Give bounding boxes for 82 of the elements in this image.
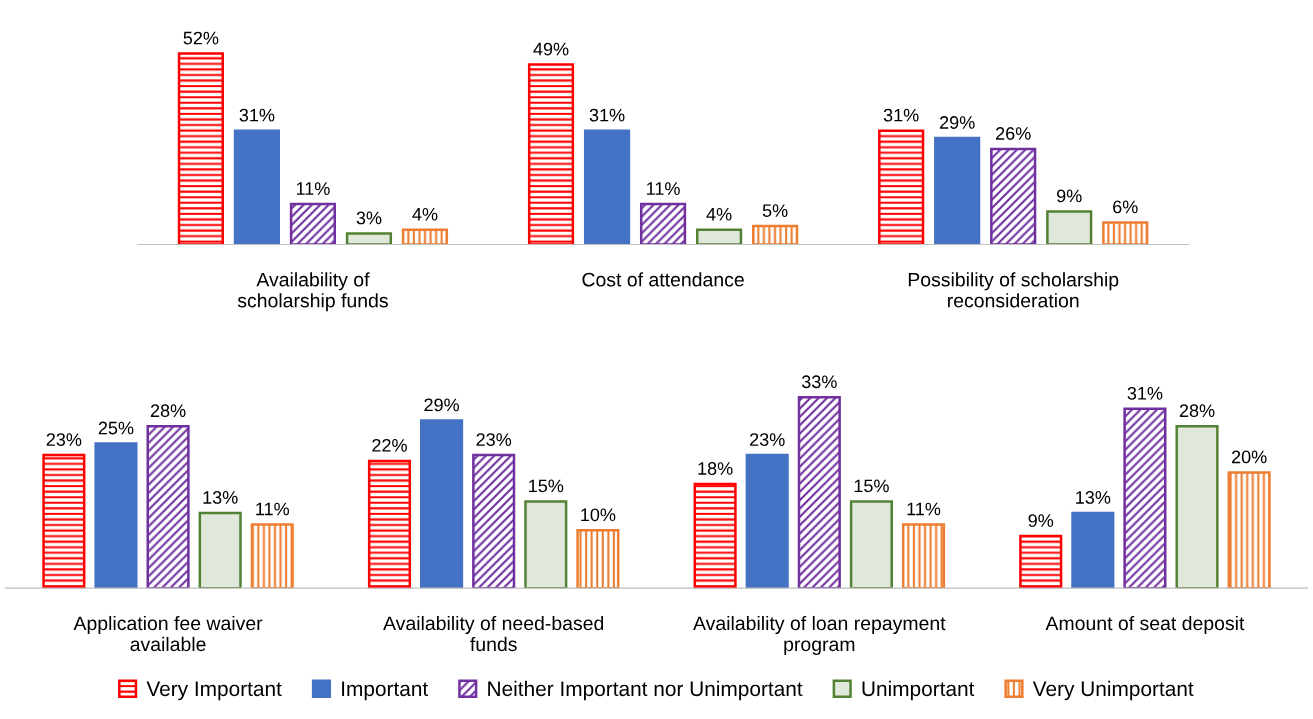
bar (524, 500, 568, 589)
data-label: 28% (150, 404, 186, 418)
bar (1071, 511, 1115, 589)
data-label: 10% (581, 508, 616, 522)
bar (345, 232, 393, 245)
bar (401, 228, 449, 245)
data-label: 25% (98, 421, 134, 435)
data-label: 13% (203, 491, 238, 504)
bar (745, 453, 789, 589)
x-tick-label: Possibility of scholarship reconsideration (908, 272, 1119, 308)
data-label: 11% (647, 182, 680, 195)
data-label: 33% (801, 375, 837, 389)
bar (901, 523, 946, 589)
data-label: 15% (529, 479, 564, 493)
bar (693, 482, 737, 589)
data-label: 29% (424, 398, 460, 412)
data-label: 3% (356, 211, 382, 225)
data-label: 15% (854, 479, 889, 493)
bar (1175, 424, 1219, 589)
data-label: 29% (940, 116, 975, 129)
legend-label: Very Important (146, 681, 282, 701)
bar (797, 396, 841, 589)
data-label: 26% (996, 127, 1031, 140)
bar (1019, 534, 1063, 589)
data-label: 5% (762, 204, 788, 217)
data-label: 9% (1028, 514, 1054, 527)
bar (527, 63, 575, 245)
data-label: 23% (750, 433, 785, 446)
data-label: 23% (46, 433, 82, 446)
bar (177, 52, 224, 245)
data-label: 23% (476, 433, 512, 446)
bar (250, 523, 294, 589)
bar (198, 511, 242, 589)
data-label: 11% (296, 182, 330, 195)
data-label: 11% (256, 502, 290, 516)
bar (576, 529, 620, 589)
data-label: 31% (883, 108, 919, 122)
bar (367, 459, 412, 589)
bar (289, 202, 337, 245)
x-tick-label: Availability of loan repayment program (693, 615, 946, 655)
x-tick-label: Cost of attendance (582, 272, 744, 287)
data-label: 11% (907, 502, 941, 516)
data-label: 13% (1076, 491, 1111, 504)
bar (472, 453, 516, 589)
data-label: 22% (372, 438, 407, 452)
data-label: 28% (1179, 404, 1215, 418)
bar (695, 228, 743, 245)
data-label: 49% (533, 42, 569, 56)
data-label: 4% (706, 207, 732, 221)
data-label: 20% (1231, 450, 1267, 464)
data-label: 31% (239, 108, 275, 122)
bar (1046, 210, 1093, 245)
bar (1102, 221, 1149, 245)
data-label: 52% (183, 31, 219, 45)
bar (146, 424, 190, 589)
bar (639, 202, 687, 245)
bar (849, 500, 893, 589)
bar (583, 129, 631, 245)
bar (420, 419, 464, 589)
bar (752, 224, 799, 245)
data-label: 31% (589, 108, 625, 122)
bar (94, 442, 138, 589)
bar (233, 129, 281, 245)
legend-label: Important (342, 681, 429, 701)
x-tick-label: Availability of scholarship funds (237, 272, 388, 312)
bar (990, 147, 1037, 245)
bar (42, 453, 86, 589)
bar (934, 136, 981, 245)
legend-label: Very Unimportant (1032, 680, 1194, 701)
bar (1227, 471, 1271, 589)
data-label: 31% (1127, 386, 1163, 400)
bar (878, 129, 925, 245)
data-label: 4% (412, 207, 438, 221)
legend-label: Neither Important nor Unimportant (488, 680, 803, 701)
x-tick-label: Amount of seat deposit (1045, 615, 1245, 635)
bar (1123, 407, 1167, 589)
x-tick-label: Availability of need-based funds (383, 615, 604, 652)
data-label: 6% (1113, 200, 1138, 214)
data-label: 9% (1057, 189, 1082, 203)
legend-label: Unimportant (862, 680, 975, 701)
data-label: 18% (698, 462, 733, 475)
x-tick-label: Application fee waiver available (73, 615, 263, 652)
